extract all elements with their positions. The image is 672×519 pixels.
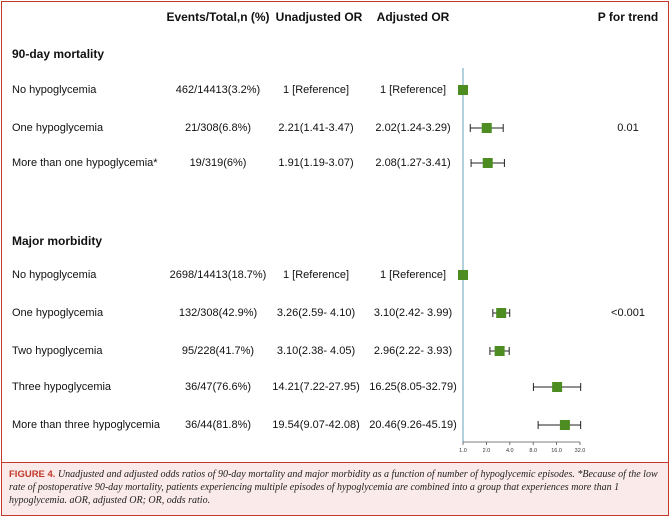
row-adjusted-or: 16.25(8.05-32.79) — [369, 381, 457, 393]
figure-caption: FIGURE 4. Unadjusted and adjusted odds r… — [2, 462, 668, 515]
row-unadjusted-or: 1.91(1.19-3.07) — [278, 157, 354, 169]
x-tick-label: 1.0 — [459, 448, 467, 454]
or-marker — [552, 382, 563, 392]
row-unadjusted-or: 3.10(2.38- 4.05) — [276, 345, 356, 357]
row-label: More than three hypoglycemia — [12, 419, 160, 431]
row-label: More than one hypoglycemia* — [12, 157, 158, 169]
row-adjusted-or: 2.96(2.22- 3.93) — [373, 345, 453, 357]
or-marker — [458, 85, 468, 95]
or-marker — [559, 420, 570, 430]
or-marker — [458, 270, 468, 280]
caption-label: FIGURE 4. — [9, 469, 56, 480]
or-marker — [494, 346, 505, 356]
caption-text: Unadjusted and adjusted odds ratios of 9… — [9, 469, 658, 506]
row-adjusted-or: 1 [Reference] — [379, 269, 447, 281]
row-label: One hypoglycemia — [12, 122, 104, 134]
row-label: No hypoglycemia — [12, 269, 97, 281]
row-events: 462/14413(3.2%) — [175, 84, 261, 96]
header-p-for-trend: P for trend — [597, 10, 659, 24]
row-label: No hypoglycemia — [12, 84, 97, 96]
header-events: Events/Total,n (%) — [166, 10, 270, 24]
row-events: 19/319(6%) — [189, 157, 247, 169]
forest-plot: 1.0 2.0 4.0 8.0 16.0 32.0 — [458, 68, 586, 454]
row-events: 36/44(81.8%) — [184, 419, 252, 431]
row-p-for-trend: <0.001 — [611, 307, 645, 319]
row-label: Two hypoglycemia — [12, 345, 103, 357]
row-adjusted-or: 2.02(1.24-3.29) — [375, 122, 451, 134]
x-tick-label: 2.0 — [483, 448, 491, 454]
row-label: Three hypoglycemia — [12, 381, 112, 393]
x-tick-label: 8.0 — [529, 448, 537, 454]
or-marker — [482, 158, 493, 168]
x-tick-label: 16.0 — [551, 448, 562, 454]
row-events: 132/308(42.9%) — [178, 307, 258, 319]
row-adjusted-or: 1 [Reference] — [379, 84, 447, 96]
header-unadjusted-or: Unadjusted OR — [275, 10, 363, 24]
row-adjusted-or: 20.46(9.26-45.19) — [369, 419, 457, 431]
row-adjusted-or: 2.08(1.27-3.41) — [375, 157, 451, 169]
or-marker — [496, 308, 507, 318]
row-unadjusted-or: 14.21(7.22-27.95) — [272, 381, 360, 393]
row-events: 95/228(41.7%) — [181, 345, 255, 357]
row-unadjusted-or: 1 [Reference] — [282, 269, 350, 281]
or-marker — [481, 123, 492, 133]
row-events: 2698/14413(18.7%) — [169, 269, 267, 281]
row-adjusted-or: 3.10(2.42- 3.99) — [373, 307, 453, 319]
row-unadjusted-or: 19.54(9.07-42.08) — [272, 419, 360, 431]
row-p-for-trend: 0.01 — [617, 122, 639, 134]
row-unadjusted-or: 2.21(1.41-3.47) — [278, 122, 354, 134]
x-tick-label: 32.0 — [575, 448, 586, 454]
section-title-morbidity: Major morbidity — [12, 234, 103, 248]
row-unadjusted-or: 3.26(2.59- 4.10) — [276, 307, 356, 319]
row-label: One hypoglycemia — [12, 307, 104, 319]
header-adjusted-or: Adjusted OR — [376, 10, 450, 24]
section-title-mortality: 90-day mortality — [12, 47, 105, 61]
row-unadjusted-or: 1 [Reference] — [282, 84, 350, 96]
x-tick-label: 4.0 — [506, 448, 514, 454]
row-events: 36/47(76.6%) — [184, 381, 252, 393]
row-events: 21/308(6.8%) — [184, 122, 252, 134]
